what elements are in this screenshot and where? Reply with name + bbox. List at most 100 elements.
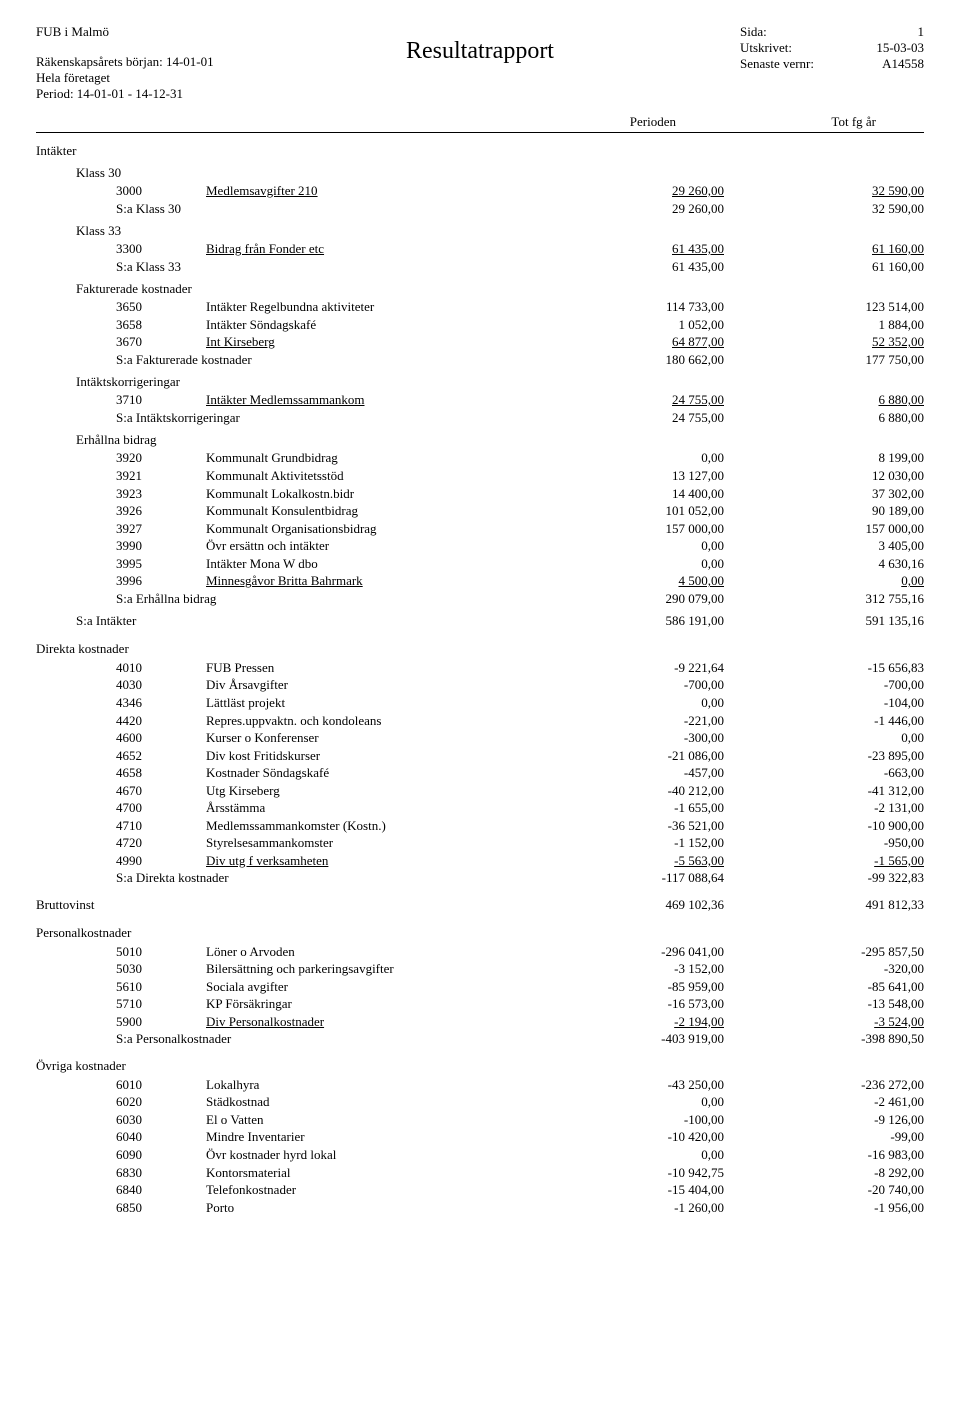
- account-label: Lokalhyra: [206, 1076, 524, 1094]
- group-title: Intäktskorrigeringar: [76, 374, 924, 390]
- sum-label: S:a Direkta kostnader: [36, 869, 524, 887]
- sum-row: S:a Intäktskorrigeringar24 755,006 880,0…: [36, 409, 924, 427]
- ledger-row: 5610Sociala avgifter-85 959,00-85 641,00: [36, 978, 924, 996]
- amount-prev: 8 199,00: [724, 449, 924, 467]
- sum-row: S:a Direkta kostnader-117 088,64-99 322,…: [36, 869, 924, 887]
- meta-label: Sida:: [740, 24, 830, 40]
- ledger-row: 3990Övr ersättn och intäkter0,003 405,00: [36, 537, 924, 555]
- ledger-row: 3921Kommunalt Aktivitetsstöd13 127,0012 …: [36, 467, 924, 485]
- amount-prev: -2 131,00: [724, 799, 924, 817]
- account-label: Kontorsmaterial: [206, 1164, 524, 1182]
- account-label: Int Kirseberg: [206, 333, 524, 351]
- ledger-row: 6840Telefonkostnader-15 404,00-20 740,00: [36, 1181, 924, 1199]
- amount-period: 1 052,00: [524, 316, 724, 334]
- amount-period: -2 194,00: [524, 1013, 724, 1031]
- amount-prev: -10 900,00: [724, 817, 924, 835]
- header-left: FUB i Malmö Räkenskapsårets början: 14-0…: [36, 24, 332, 102]
- account-label: Telefonkostnader: [206, 1181, 524, 1199]
- amount-prev: 1 884,00: [724, 316, 924, 334]
- account-label: Intäkter Regelbundna aktiviteter: [206, 298, 524, 316]
- account-code: 3670: [36, 333, 206, 351]
- amount-period: 114 733,00: [524, 298, 724, 316]
- account-label: Övr kostnader hyrd lokal: [206, 1146, 524, 1164]
- sum-row: S:a Intäkter586 191,00591 135,16: [36, 611, 924, 631]
- ledger-row: 4346Lättläst projekt0,00-104,00: [36, 694, 924, 712]
- ledger-row: 3923Kommunalt Lokalkostn.bidr14 400,0037…: [36, 485, 924, 503]
- ledger-row: 3926Kommunalt Konsulentbidrag101 052,009…: [36, 502, 924, 520]
- account-label: Sociala avgifter: [206, 978, 524, 996]
- ledger-row: 3650Intäkter Regelbundna aktiviteter114 …: [36, 298, 924, 316]
- amount-period: -10 420,00: [524, 1128, 724, 1146]
- account-label: Bidrag från Fonder etc: [206, 240, 524, 258]
- amount-period: 14 400,00: [524, 485, 724, 503]
- amount-prev: -320,00: [724, 960, 924, 978]
- ledger-row: 5900Div Personalkostnader-2 194,00-3 524…: [36, 1013, 924, 1031]
- sum-prev: 32 590,00: [724, 200, 924, 218]
- amount-period: -1 655,00: [524, 799, 724, 817]
- amount-period: 64 877,00: [524, 333, 724, 351]
- column-header: Perioden Tot fg år: [36, 114, 924, 133]
- sum-label: S:a Klass 33: [36, 258, 524, 276]
- amount-period: 0,00: [524, 449, 724, 467]
- account-code: 4010: [36, 659, 206, 677]
- account-code: 4420: [36, 712, 206, 730]
- amount-prev: 12 030,00: [724, 467, 924, 485]
- meta-row: Sida: 1: [628, 24, 924, 40]
- ledger-row: 4600Kurser o Konferenser-300,000,00: [36, 729, 924, 747]
- ledger-row: 4700Årsstämma-1 655,00-2 131,00: [36, 799, 924, 817]
- ledger-row: 4658Kostnader Söndagskafé-457,00-663,00: [36, 764, 924, 782]
- section-title: Övriga kostnader: [36, 1058, 924, 1074]
- header-line4: Period: 14-01-01 - 14-12-31: [36, 86, 332, 102]
- meta-row: Senaste vernr: A14558: [628, 56, 924, 72]
- amount-period: -5 563,00: [524, 852, 724, 870]
- account-code: 5710: [36, 995, 206, 1013]
- account-code: 4030: [36, 676, 206, 694]
- account-code: 3927: [36, 520, 206, 538]
- ledger-row: 6030El o Vatten-100,00-9 126,00: [36, 1111, 924, 1129]
- account-code: 4658: [36, 764, 206, 782]
- amount-prev: 32 590,00: [724, 182, 924, 200]
- sum-period: 29 260,00: [524, 200, 724, 218]
- amount-prev: -13 548,00: [724, 995, 924, 1013]
- account-code: 5610: [36, 978, 206, 996]
- amount-period: 24 755,00: [524, 391, 724, 409]
- amount-period: -100,00: [524, 1111, 724, 1129]
- amount-prev: 157 000,00: [724, 520, 924, 538]
- account-label: Div Personalkostnader: [206, 1013, 524, 1031]
- ledger-row: 3710Intäkter Medlemssammankom24 755,006 …: [36, 391, 924, 409]
- account-code: 5030: [36, 960, 206, 978]
- account-code: 5900: [36, 1013, 206, 1031]
- account-code: 6840: [36, 1181, 206, 1199]
- sum-row: S:a Personalkostnader-403 919,00-398 890…: [36, 1030, 924, 1048]
- col-tot-fg-ar: Tot fg år: [676, 114, 876, 130]
- amount-period: 4 500,00: [524, 572, 724, 590]
- sum-period: -117 088,64: [524, 869, 724, 887]
- amount-prev: -1 446,00: [724, 712, 924, 730]
- amount-period: 29 260,00: [524, 182, 724, 200]
- sum-prev: 591 135,16: [724, 611, 924, 631]
- ledger-row: 5710KP Försäkringar-16 573,00-13 548,00: [36, 995, 924, 1013]
- amount-period: -43 250,00: [524, 1076, 724, 1094]
- account-label: Löner o Arvoden: [206, 943, 524, 961]
- report-title: Resultatrapport: [332, 24, 628, 102]
- account-label: Repres.uppvaktn. och kondoleans: [206, 712, 524, 730]
- amount-prev: -295 857,50: [724, 943, 924, 961]
- account-code: 3300: [36, 240, 206, 258]
- account-label: Div Årsavgifter: [206, 676, 524, 694]
- ledger-row: 6850Porto-1 260,00-1 956,00: [36, 1199, 924, 1217]
- amount-prev: -85 641,00: [724, 978, 924, 996]
- ledger-row: 4652Div kost Fritidskurser-21 086,00-23 …: [36, 747, 924, 765]
- account-label: Porto: [206, 1199, 524, 1217]
- amount-period: -16 573,00: [524, 995, 724, 1013]
- account-label: Intäkter Söndagskafé: [206, 316, 524, 334]
- amount-prev: 37 302,00: [724, 485, 924, 503]
- amount-period: -457,00: [524, 764, 724, 782]
- ledger-row: 3670Int Kirseberg64 877,0052 352,00: [36, 333, 924, 351]
- amount-period: 61 435,00: [524, 240, 724, 258]
- section-title: Intäkter: [36, 143, 924, 159]
- ledger-row: 4670Utg Kirseberg-40 212,00-41 312,00: [36, 782, 924, 800]
- account-label: Div kost Fritidskurser: [206, 747, 524, 765]
- sum-period: -403 919,00: [524, 1030, 724, 1048]
- amount-prev: -104,00: [724, 694, 924, 712]
- account-label: Minnesgåvor Britta Bahrmark: [206, 572, 524, 590]
